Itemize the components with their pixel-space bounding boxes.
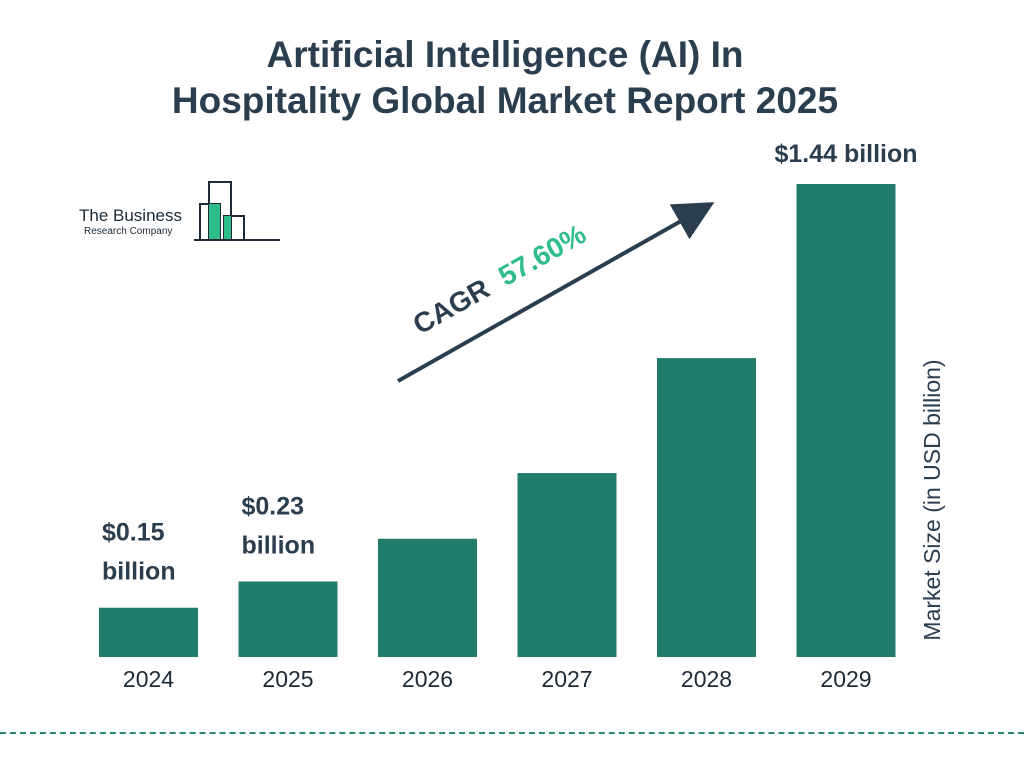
x-tick-label-2024: 2024	[123, 666, 174, 692]
x-tick-label-2028: 2028	[681, 666, 732, 692]
data-label-2024: $0.15 billion	[102, 519, 176, 586]
chart-title: Artificial Intelligence (AI) In Hospital…	[0, 32, 1010, 124]
x-tick-label-2025: 2025	[262, 666, 313, 692]
data-label-2025: $0.23 billion	[242, 492, 316, 559]
chart-title-line-1: Artificial Intelligence (AI) In	[266, 34, 744, 75]
bar-2027	[517, 473, 617, 657]
x-tick-label-2026: 2026	[402, 666, 453, 692]
footer-dashed-divider	[0, 732, 1024, 734]
x-tick-label-2027: 2027	[541, 666, 592, 692]
data-labels-group: $0.15 billion $0.23 billion $1.44 billion	[102, 140, 918, 586]
y-axis-label: Market Size (in USD billion)	[919, 359, 945, 640]
data-label-2029: $1.44 billion	[774, 140, 917, 168]
bars-group	[99, 184, 896, 657]
cagr-arrow	[397, 202, 715, 383]
x-tick-labels-group: 2024 2025 2026 2027 2028 2029	[123, 666, 872, 692]
company-logo: The Business Research Company	[76, 180, 286, 244]
logo-text-sub: Research Company	[84, 226, 173, 237]
logo-text-main: The Business	[79, 206, 182, 225]
chart-title-line-2: Hospitality Global Market Report 2025	[171, 80, 839, 121]
bar-2026	[378, 538, 477, 657]
logo-bars-icon	[194, 181, 280, 241]
bar-2029	[796, 184, 896, 657]
bar-2028	[657, 358, 756, 657]
bar-2025	[238, 581, 338, 657]
x-tick-label-2029: 2029	[820, 666, 871, 692]
cagr-label: CAGR	[408, 273, 495, 341]
bar-2024	[99, 607, 198, 657]
